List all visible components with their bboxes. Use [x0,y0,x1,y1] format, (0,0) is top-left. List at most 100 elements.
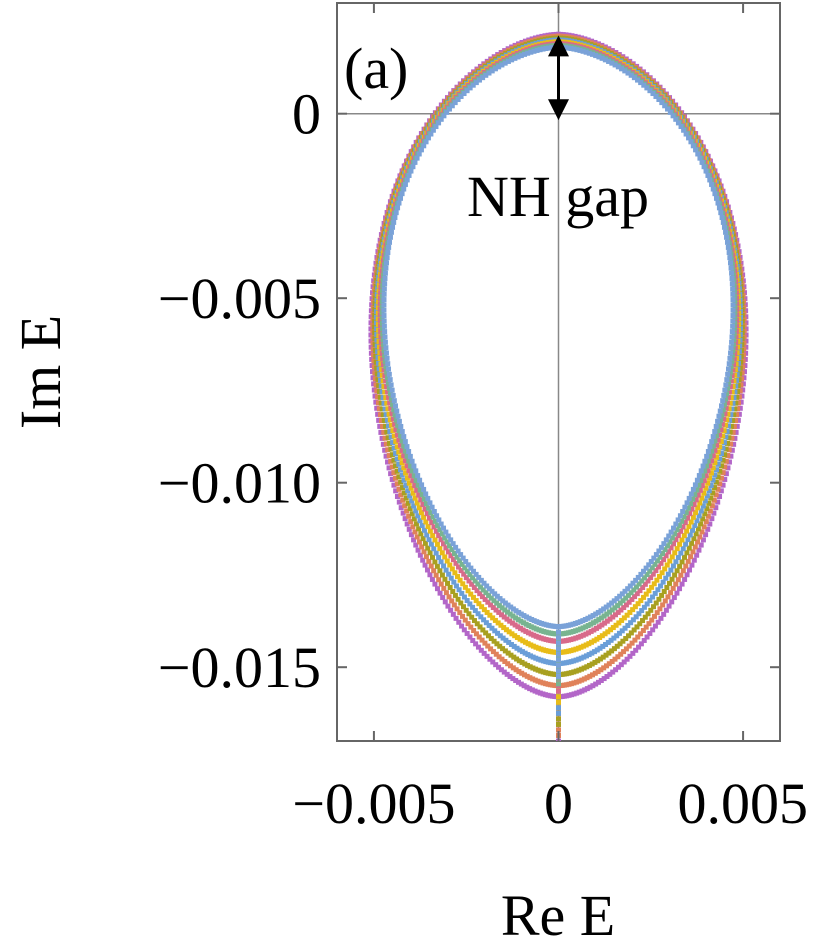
data-point [664,585,670,591]
data-point [535,678,541,684]
data-point [423,501,429,507]
data-point [399,460,405,466]
data-point [457,610,463,616]
data-point [611,598,617,604]
data-point [393,403,399,409]
data-point [680,524,686,530]
data-point [475,581,481,587]
data-point [406,513,412,519]
data-point [524,673,530,679]
data-point [666,603,672,609]
data-point [417,477,423,483]
data-point [576,656,582,662]
data-point [408,485,414,491]
data-point [387,239,393,245]
x-tick-label: 0.005 [678,771,809,836]
data-point [625,586,631,592]
data-point [385,435,391,441]
data-point [641,594,647,600]
data-point [470,637,476,643]
data-point [589,650,595,656]
data-point [684,550,690,556]
data-point [378,252,384,258]
data-point [729,358,735,364]
data-point [630,607,636,613]
data-point [581,654,587,660]
data-point [730,286,736,292]
data-point [727,417,733,423]
data-point [638,641,644,647]
data-point [485,599,491,605]
data-point [411,473,417,479]
data-point [376,252,382,258]
data-point [470,575,476,581]
data-point [734,377,740,383]
data-point [730,418,736,424]
data-point [442,535,448,541]
data-point [373,399,379,405]
data-point [729,406,735,412]
data-point [497,596,503,602]
data-point [379,372,385,378]
data-point [431,524,437,530]
data-point [723,446,729,452]
data-point [457,577,463,583]
data-point [711,510,717,516]
data-point [592,659,598,665]
data-point [462,565,468,571]
data-point [382,373,388,379]
data-point [646,562,652,568]
data-point [720,407,726,413]
data-point [713,433,719,439]
data-point [439,550,445,556]
data-point [733,249,739,255]
data-point [706,500,712,506]
data-point [473,631,479,637]
data-point [725,411,731,417]
data-point [737,278,743,284]
data-point [666,549,672,555]
data-point [678,528,684,534]
data-point [470,82,476,88]
data-point [528,642,534,648]
data-point [388,434,394,440]
data-point [647,598,653,604]
data-point [512,633,518,639]
data-point [645,611,651,617]
panel-label: (a) [344,36,408,101]
data-point [508,652,514,658]
data-point [621,649,627,655]
data-point [393,438,399,444]
data-point [556,688,561,694]
data-point [533,666,539,672]
data-point [478,614,484,620]
data-point [618,607,624,613]
data-point [707,521,713,527]
data-point [675,554,681,560]
data-point [728,364,734,370]
data-point [693,531,699,537]
data-point [636,644,642,650]
data-point [735,261,741,267]
data-point [408,519,414,525]
data-point [728,350,734,356]
data-point [725,423,731,429]
data-point [686,135,692,141]
data-point [635,634,641,640]
data-point [426,558,432,564]
data-point [732,345,738,351]
data-point [375,411,381,417]
data-point [614,633,620,639]
data-point [723,405,729,411]
data-point [730,302,736,308]
data-point [677,541,683,547]
data-point [515,624,521,630]
data-point [423,519,429,525]
data-point [578,633,584,639]
data-point [703,485,709,491]
data-point [425,524,431,530]
data-point [727,429,733,435]
data-point [381,297,387,303]
data-point [399,485,405,491]
